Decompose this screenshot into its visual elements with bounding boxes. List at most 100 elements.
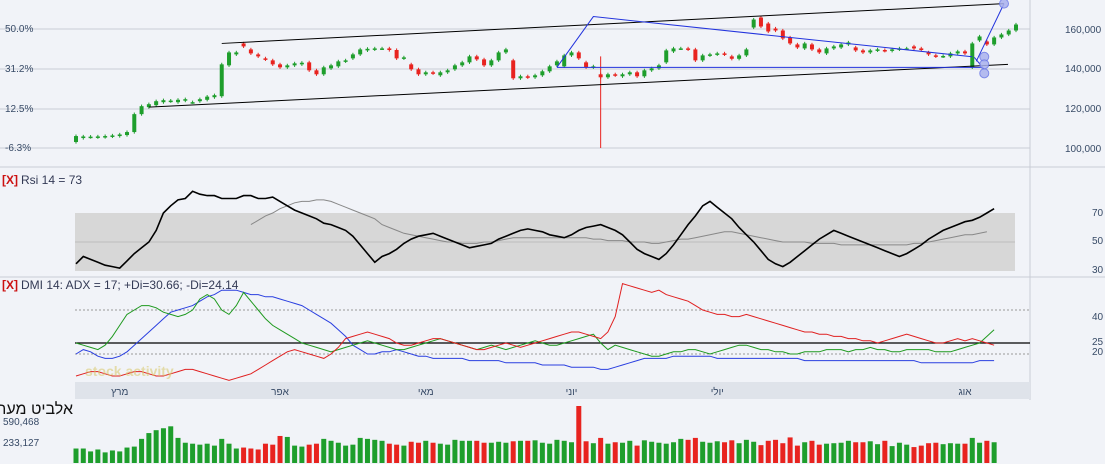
candle-body <box>839 44 844 48</box>
pattern-handle <box>979 68 990 79</box>
candle-body <box>911 46 916 49</box>
volume-bar <box>372 439 378 463</box>
volume-panel <box>73 406 997 463</box>
rsi-line <box>75 190 995 269</box>
volume-bar <box>926 443 932 463</box>
candle-body <box>146 104 151 108</box>
rsi-close-button[interactable]: [X] <box>2 173 18 187</box>
volume-bar <box>131 446 137 463</box>
volume-axis-label-1: 590,468 <box>3 417 40 428</box>
candle-body <box>431 72 436 74</box>
volume-bar <box>663 443 669 463</box>
volume-bar <box>379 440 385 463</box>
volume-bar <box>853 442 859 463</box>
volume-bar <box>364 438 370 463</box>
volume-bar <box>233 448 239 463</box>
pattern-drawings <box>148 0 1009 108</box>
candle-body <box>125 132 130 136</box>
candle-body <box>664 50 669 63</box>
volume-bar <box>656 442 662 463</box>
volume-bar <box>641 440 647 463</box>
volume-bar <box>569 442 575 463</box>
volume-bar <box>204 443 210 463</box>
candle-body <box>693 49 698 61</box>
grid <box>0 0 1105 400</box>
volume-bar <box>896 442 902 463</box>
volume-bar <box>299 446 305 463</box>
candle-body <box>117 134 122 137</box>
dmi-level-40: 40 <box>1092 312 1104 323</box>
candle-body <box>154 101 159 106</box>
volume-bar <box>700 441 706 463</box>
candle-body <box>686 48 691 50</box>
candle-body <box>110 135 115 137</box>
candle-body <box>460 62 465 66</box>
di-minus-line <box>75 282 995 381</box>
candle-body <box>613 74 618 76</box>
rsi-level-30: 30 <box>1092 265 1104 276</box>
volume-bar <box>816 444 822 463</box>
candle-body <box>482 59 487 66</box>
volume-bar <box>940 444 946 463</box>
dmi-label: DMI 14: ADX = 17; +Di=30.66; -Di=24.14 <box>21 278 239 292</box>
volume-bar <box>313 443 319 463</box>
volume-bar <box>845 440 851 463</box>
candle-body <box>307 62 312 71</box>
candle-body <box>503 49 508 53</box>
volume-bar <box>882 440 888 463</box>
candle-body <box>919 48 924 51</box>
volume-bar <box>474 440 480 463</box>
candle-body <box>890 49 895 51</box>
candle-body <box>627 72 632 75</box>
volume-bar <box>787 437 793 463</box>
candle-body <box>540 71 545 76</box>
adx-line <box>75 289 995 370</box>
volume-bar <box>160 428 166 463</box>
volume-bar <box>335 442 341 463</box>
candle-body <box>758 17 763 27</box>
right-axis-label-3: 120,000 <box>1065 104 1102 115</box>
pattern-handle <box>979 59 990 70</box>
volume-bar <box>824 443 830 463</box>
candle-body <box>219 64 224 97</box>
volume-bar <box>277 435 283 463</box>
volume-bar <box>809 440 815 463</box>
candle-body <box>744 49 749 56</box>
candle-body <box>860 50 865 53</box>
dmi-close-button[interactable]: [X] <box>2 278 18 292</box>
volume-bar <box>328 440 334 463</box>
month-label: יוני <box>566 387 578 398</box>
candle-body <box>649 68 654 71</box>
candle-body <box>562 55 567 67</box>
volume-bar <box>867 441 873 463</box>
candle-body <box>278 64 283 68</box>
volume-bar <box>488 442 494 463</box>
candle-body <box>445 70 450 73</box>
volume-bar <box>211 445 217 463</box>
volume-bar <box>722 442 728 463</box>
volume-bar <box>955 443 961 463</box>
month-label: יולי <box>711 386 724 398</box>
volume-bar <box>109 450 115 463</box>
volume-bar <box>415 442 421 463</box>
volume-bar <box>561 440 567 463</box>
candle-body <box>183 99 188 101</box>
volume-bar <box>270 444 276 463</box>
candle-body <box>234 52 239 55</box>
candle-body <box>751 19 756 28</box>
volume-bar <box>386 443 392 463</box>
candle-body <box>904 48 909 50</box>
volume-bar <box>445 444 451 463</box>
candle-body <box>984 41 989 45</box>
triangle-upper <box>556 16 973 68</box>
volume-bar <box>102 452 108 463</box>
month-label: מרץ <box>111 387 128 398</box>
candle-body <box>88 136 93 139</box>
candle-body <box>248 49 253 54</box>
volume-bar <box>226 443 232 463</box>
volume-bar <box>95 449 101 463</box>
candle-body <box>620 74 625 77</box>
volume-bar <box>496 441 502 463</box>
candle-body <box>715 53 720 55</box>
candle-body <box>977 36 982 41</box>
